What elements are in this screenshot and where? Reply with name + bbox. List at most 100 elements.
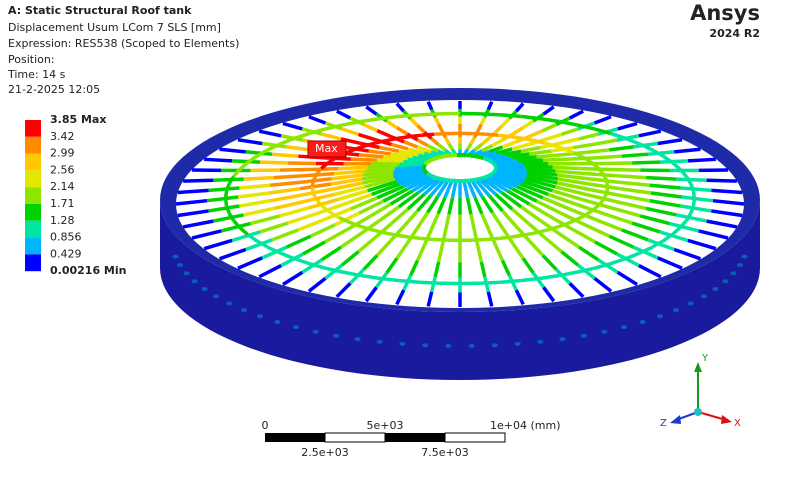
rafter — [511, 187, 538, 203]
ring — [399, 278, 420, 284]
rafter — [300, 177, 333, 184]
rafter — [287, 212, 317, 225]
rafter — [371, 182, 401, 197]
rafter — [433, 116, 441, 125]
ring — [593, 261, 612, 270]
wall-hole — [673, 308, 680, 313]
legend-swatch — [25, 254, 41, 272]
ring — [554, 144, 565, 151]
rafter — [519, 182, 549, 197]
ring — [256, 239, 269, 249]
rafter — [462, 180, 470, 199]
rafter — [219, 147, 246, 154]
ring — [313, 172, 319, 179]
ring — [522, 231, 535, 238]
ring — [638, 142, 653, 152]
rafter — [657, 138, 683, 146]
rafter — [520, 205, 542, 223]
rafter — [494, 124, 504, 134]
ring — [651, 239, 664, 249]
rafter — [481, 143, 494, 153]
rafter — [357, 236, 377, 254]
arrow — [670, 415, 681, 424]
legend-label: 2.56 — [50, 163, 75, 176]
rafter — [231, 230, 261, 243]
ring — [493, 163, 498, 167]
rafter — [516, 158, 544, 163]
rafter — [480, 212, 491, 231]
rafter — [447, 197, 455, 215]
rafter — [501, 117, 511, 127]
rafter — [581, 197, 612, 210]
legend-label: 2.14 — [50, 180, 75, 193]
rafter — [706, 219, 738, 229]
ring — [409, 235, 422, 241]
ring — [689, 205, 696, 214]
header-line: Time: 14 s — [7, 68, 66, 81]
rafter — [303, 192, 335, 204]
rafter — [465, 197, 473, 215]
rafter — [511, 142, 530, 151]
ring — [480, 176, 484, 181]
ring — [605, 182, 610, 188]
rafter — [610, 206, 641, 218]
ring — [580, 212, 589, 220]
max-tag-box — [307, 140, 347, 158]
ring — [325, 123, 344, 131]
ring — [313, 195, 319, 202]
arrow — [694, 362, 702, 372]
rafter — [542, 196, 570, 211]
ring — [434, 131, 448, 136]
rafter — [365, 105, 378, 116]
ring — [308, 261, 327, 270]
rafter — [378, 205, 400, 223]
ring — [311, 190, 317, 197]
rafter — [208, 204, 240, 213]
ring — [520, 276, 541, 283]
scale-segment — [444, 432, 506, 443]
rafter — [321, 132, 342, 141]
ring — [267, 142, 282, 152]
ring — [580, 154, 589, 162]
wall-hole — [639, 319, 646, 324]
ring — [426, 171, 430, 177]
rafter — [364, 177, 396, 189]
rafter — [638, 129, 662, 138]
ring — [385, 136, 398, 143]
rafter — [237, 256, 263, 270]
rafter — [638, 264, 662, 279]
scale-segment — [265, 433, 325, 442]
rafter — [555, 185, 587, 197]
rafter — [511, 242, 525, 260]
triad: Y X Z — [660, 353, 741, 429]
rafter — [402, 209, 419, 228]
rafter — [593, 276, 613, 293]
ring — [232, 219, 242, 229]
rafter — [572, 142, 596, 150]
ring — [544, 141, 556, 148]
rafter — [494, 244, 505, 262]
ring — [510, 134, 523, 141]
rafter — [390, 152, 413, 159]
rafter — [239, 199, 271, 208]
rafter — [447, 142, 455, 151]
rafter — [481, 176, 503, 195]
rafter — [271, 152, 299, 158]
ring — [246, 154, 259, 165]
rafter — [269, 193, 302, 203]
rafter — [402, 173, 431, 189]
rafter — [557, 177, 590, 186]
rafter — [334, 169, 365, 176]
ring — [422, 163, 427, 167]
legend-swatch — [25, 153, 41, 171]
rafter — [191, 229, 222, 240]
rafter — [631, 221, 661, 234]
ring — [691, 190, 697, 199]
ring — [492, 170, 497, 174]
rafter — [362, 174, 394, 185]
rafter — [303, 171, 335, 178]
rafter — [415, 211, 430, 230]
ring — [374, 138, 387, 145]
rafter — [543, 236, 563, 254]
rafter — [512, 155, 537, 161]
